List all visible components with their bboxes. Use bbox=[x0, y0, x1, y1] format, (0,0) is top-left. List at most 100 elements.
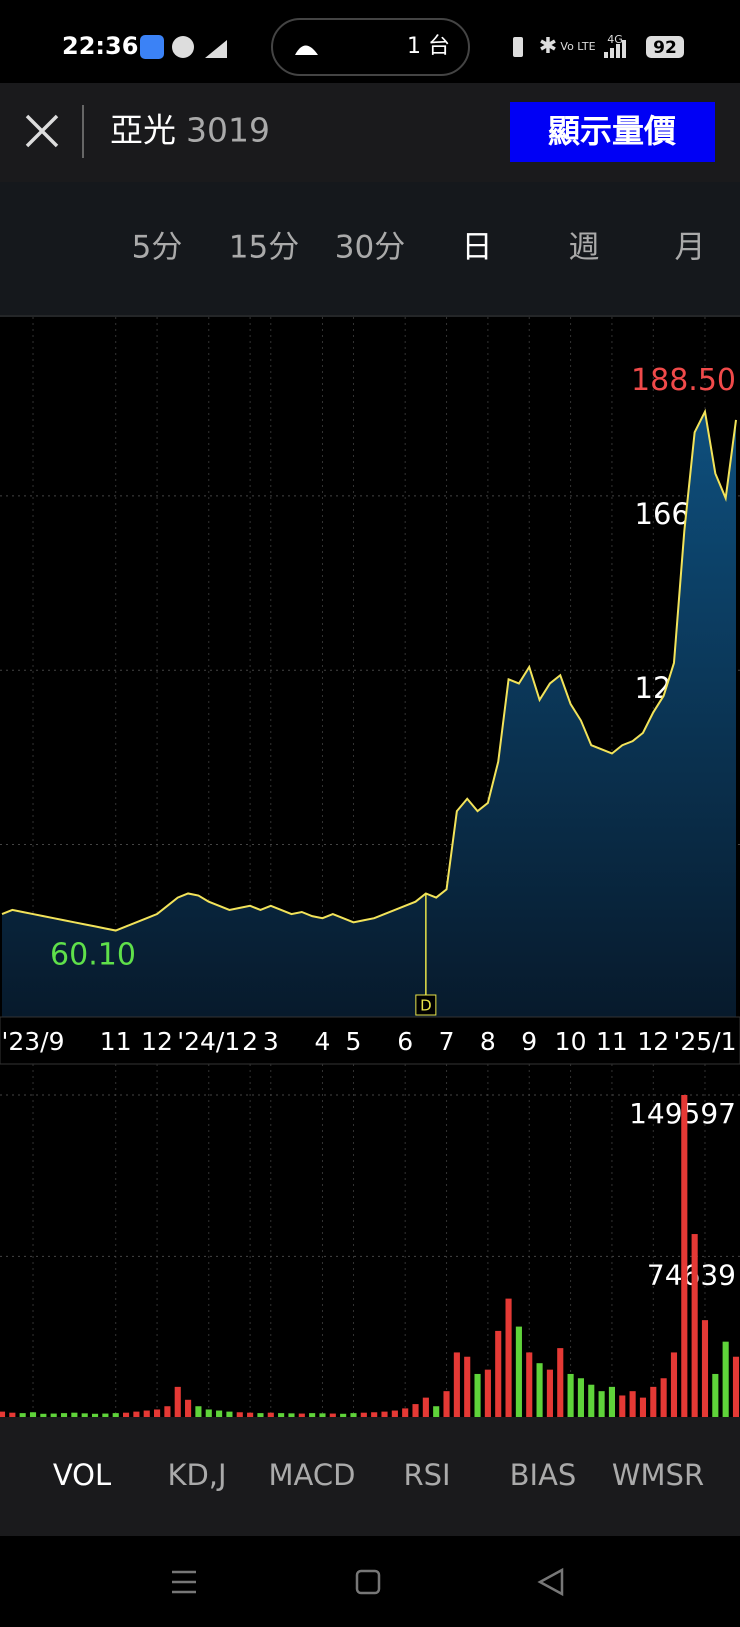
volume-bar bbox=[495, 1330, 502, 1417]
volume-bar bbox=[598, 1391, 605, 1417]
volume-bar bbox=[691, 1234, 698, 1417]
volume-bar bbox=[298, 1413, 305, 1417]
battery bbox=[646, 36, 684, 58]
back-button[interactable] bbox=[537, 1567, 564, 1597]
volume-bar bbox=[9, 1412, 16, 1417]
volume-bar bbox=[154, 1409, 161, 1417]
app-icon bbox=[140, 35, 164, 59]
volume-bar bbox=[546, 1369, 553, 1417]
tab[interactable]: VOL bbox=[53, 1458, 111, 1492]
volume-bar bbox=[536, 1363, 543, 1417]
network: 4G bbox=[607, 33, 623, 46]
volume-bar bbox=[0, 1411, 6, 1417]
volte: Vo LTE bbox=[560, 40, 595, 53]
pill bbox=[271, 18, 470, 76]
volume-bar bbox=[122, 1412, 130, 1417]
stock-code: 3019 bbox=[186, 111, 270, 150]
tab[interactable]: RSI bbox=[403, 1458, 450, 1492]
volume-bar bbox=[484, 1369, 491, 1417]
volume-bar bbox=[91, 1413, 99, 1417]
volume-plot: 74639149597 bbox=[0, 1064, 740, 1417]
battery-level: 92 bbox=[653, 38, 677, 58]
x-tick-label: 4 bbox=[315, 1027, 331, 1056]
button-label[interactable]: 顯示量價 bbox=[548, 112, 677, 150]
volume-bar bbox=[722, 1341, 729, 1417]
volume-bar bbox=[185, 1399, 192, 1417]
x-tick-label: 6 bbox=[397, 1027, 413, 1056]
volume-bar bbox=[701, 1320, 709, 1417]
volume-bar bbox=[309, 1413, 316, 1417]
menu-button[interactable] bbox=[172, 1570, 196, 1594]
volume-bar bbox=[639, 1397, 647, 1417]
volume-bar bbox=[50, 1413, 57, 1417]
home-button[interactable] bbox=[355, 1569, 381, 1595]
x-tick-label: 8 bbox=[480, 1027, 496, 1056]
tab[interactable]: 5分 bbox=[132, 230, 183, 266]
price-line bbox=[1, 408, 737, 932]
volume-bar bbox=[526, 1352, 533, 1417]
vibrate-icon bbox=[513, 37, 523, 57]
volume-bar bbox=[360, 1412, 367, 1417]
x-tick-label: 5 bbox=[346, 1027, 362, 1056]
indicator-tabs: VOL KD,J MACD RSI BIAS WMSR bbox=[53, 1458, 704, 1492]
volume-bar bbox=[619, 1395, 626, 1417]
volume-bar bbox=[195, 1406, 202, 1417]
pill-text: 1 台 bbox=[407, 34, 450, 59]
tab[interactable]: KD,J bbox=[167, 1458, 226, 1492]
volume-bar bbox=[505, 1298, 512, 1417]
volume-bar bbox=[60, 1413, 68, 1417]
volume-bar bbox=[474, 1373, 481, 1417]
x-tick-label: 7 bbox=[439, 1027, 455, 1056]
tab[interactable]: 30分 bbox=[335, 230, 405, 266]
volume-bar bbox=[402, 1408, 409, 1417]
x-tick-label: '24/1 bbox=[177, 1027, 240, 1056]
x-tick-label: 12 bbox=[637, 1027, 669, 1056]
volume-bar bbox=[732, 1356, 740, 1417]
stock-name: 亞光 bbox=[110, 111, 176, 150]
volume-bar bbox=[319, 1413, 326, 1417]
volume-bar bbox=[216, 1410, 223, 1417]
volume-bar bbox=[247, 1412, 254, 1417]
volume-bar bbox=[174, 1386, 181, 1417]
tab[interactable]: 月 bbox=[675, 230, 706, 266]
volume-bar bbox=[226, 1411, 233, 1417]
nav-bar bbox=[0, 1536, 740, 1627]
volume-bar bbox=[567, 1373, 574, 1417]
volume-bar bbox=[278, 1413, 285, 1417]
volume-bar bbox=[143, 1410, 150, 1417]
volume-bar bbox=[205, 1409, 212, 1417]
x-tick-label: 11 bbox=[596, 1027, 628, 1056]
volume-bar bbox=[443, 1391, 450, 1417]
tab[interactable]: 15分 bbox=[229, 230, 299, 266]
timeframe-tabs: 5分 15分 30分 日 週 月 bbox=[132, 230, 706, 266]
line-icon bbox=[172, 36, 194, 58]
volume-bar bbox=[712, 1373, 719, 1417]
volume-bar bbox=[257, 1413, 264, 1417]
tab[interactable]: BIAS bbox=[510, 1458, 577, 1492]
hotspot-icon bbox=[295, 45, 318, 55]
tab[interactable]: 週 bbox=[569, 230, 600, 266]
marker-label: D bbox=[420, 997, 432, 1015]
time: 22:36 bbox=[62, 32, 138, 60]
volume-price-button[interactable] bbox=[510, 102, 715, 162]
volume-bar bbox=[29, 1412, 37, 1417]
x-tick-label: 10 bbox=[555, 1027, 587, 1056]
x-tick-label: 3 bbox=[263, 1027, 279, 1056]
volume-bar bbox=[557, 1348, 564, 1417]
volume-bar bbox=[371, 1412, 378, 1417]
volume-bar bbox=[236, 1412, 243, 1417]
timeframe-bar bbox=[0, 182, 740, 317]
marker-box bbox=[415, 994, 437, 1016]
tab[interactable]: WMSR bbox=[612, 1458, 704, 1492]
volume-bar bbox=[40, 1413, 47, 1417]
volume-bar bbox=[433, 1406, 440, 1417]
x-tick-label: 11 bbox=[100, 1027, 132, 1056]
tab[interactable]: 日 bbox=[462, 230, 493, 266]
volume-bar bbox=[453, 1352, 460, 1417]
x-axis-strip bbox=[0, 1016, 740, 1065]
tab[interactable]: MACD bbox=[269, 1458, 356, 1492]
min-label: 60.10 bbox=[50, 938, 136, 973]
close-button[interactable] bbox=[25, 114, 59, 148]
